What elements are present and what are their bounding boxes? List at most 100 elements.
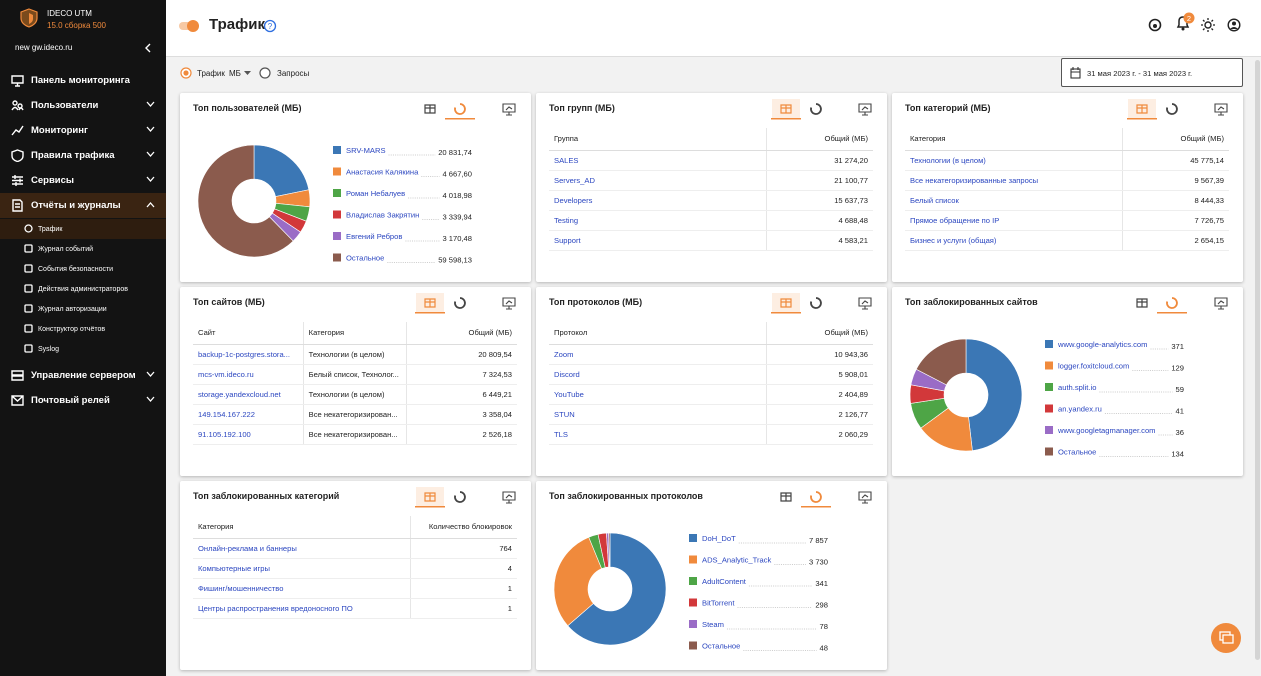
donut-slice[interactable]	[197, 144, 294, 258]
menu-item[interactable]: Пользователи	[0, 93, 166, 118]
legend-label[interactable]: www.googletagmanager.com	[1057, 426, 1156, 435]
table-view-button[interactable]	[424, 104, 436, 114]
row-link[interactable]: TLS	[554, 429, 568, 439]
legend-label[interactable]: Остальное	[702, 642, 740, 651]
present-view-button[interactable]	[1214, 103, 1228, 116]
chart-view-button[interactable]	[1166, 103, 1178, 115]
row-link[interactable]: Support	[554, 235, 581, 245]
submenu-item[interactable]: Конструктор отчётов	[0, 319, 166, 339]
chart-view-button[interactable]	[454, 491, 466, 503]
donut-slice[interactable]	[253, 144, 310, 197]
chat-button[interactable]	[1210, 622, 1242, 654]
row-link[interactable]: Developers	[554, 195, 593, 205]
legend-label[interactable]: www.google-analytics.com	[1057, 340, 1147, 349]
menu-item[interactable]: Сервисы	[0, 168, 166, 193]
row-link[interactable]: Testing	[554, 215, 579, 225]
submenu-item[interactable]: Syslog	[0, 339, 166, 359]
submenu-item[interactable]: Трафик	[0, 219, 166, 239]
chart-view-button[interactable]	[810, 491, 822, 503]
legend-label[interactable]: Роман Небалуев	[346, 189, 405, 198]
row-link[interactable]: 149.154.167.222	[198, 409, 256, 419]
row-link[interactable]: Центры распространения вредоносного ПО	[198, 603, 353, 613]
row-link[interactable]: Онлайн-реклама и баннеры	[198, 543, 297, 553]
present-view-button[interactable]	[502, 297, 516, 310]
legend-label[interactable]: SRV-MARS	[346, 146, 386, 155]
support-icon[interactable]	[1148, 18, 1162, 32]
row-link[interactable]: STUN	[554, 409, 575, 419]
row-link[interactable]: 91.105.192.100	[198, 429, 251, 439]
date-range-picker[interactable]: 31 мая 2023 г. - 31 мая 2023 г.	[1061, 58, 1243, 87]
row-link[interactable]: Zoom	[554, 349, 574, 359]
row-link[interactable]: Белый список	[910, 195, 959, 205]
notifications-button[interactable]: 2	[1174, 11, 1196, 33]
table-view-button[interactable]	[1136, 104, 1148, 114]
present-view-button[interactable]	[1214, 297, 1228, 310]
row-link[interactable]: Компьютерные игры	[198, 563, 270, 573]
legend-label[interactable]: logger.foxitcloud.com	[1058, 362, 1129, 371]
brightness-icon[interactable]	[1201, 18, 1215, 32]
menu-item[interactable]: Почтовый релей	[0, 388, 166, 413]
donut-slice[interactable]	[608, 532, 611, 568]
legend-label[interactable]: Евгений Ребров	[346, 232, 402, 241]
chart-view-button[interactable]	[810, 103, 822, 115]
legend-label[interactable]: BitTorrent	[702, 599, 735, 608]
present-view-button[interactable]	[502, 491, 516, 504]
legend-label[interactable]: Остальное	[346, 254, 384, 263]
row-link[interactable]: Прямое обращение по IP	[910, 215, 1000, 225]
legend-label[interactable]: ADS_Analytic_Track	[702, 556, 772, 565]
present-view-button[interactable]	[502, 103, 516, 116]
donut-slice[interactable]	[567, 532, 667, 646]
present-view-button[interactable]	[858, 297, 872, 310]
menu-item[interactable]: Панель мониторинга	[0, 68, 166, 93]
present-view-button[interactable]	[858, 491, 872, 504]
menu-item[interactable]: Правила трафика	[0, 143, 166, 168]
chart-view-button[interactable]	[810, 297, 822, 309]
row-link[interactable]: Технологии (в целом)	[910, 155, 986, 165]
legend-label[interactable]: Владислав Закрятин	[346, 211, 419, 220]
collapse-button[interactable]	[144, 43, 152, 53]
radio-requests[interactable]	[259, 67, 271, 79]
row-link[interactable]: SALES	[554, 155, 579, 165]
donut-slice[interactable]	[553, 536, 603, 627]
account-icon[interactable]	[1227, 18, 1241, 32]
legend-label[interactable]: Анастасия Калякина	[346, 168, 419, 177]
table-view-button[interactable]	[1136, 298, 1148, 308]
menu-item[interactable]: Мониторинг	[0, 118, 166, 143]
menu-item[interactable]: Управление сервером	[0, 363, 166, 388]
submenu-item[interactable]: Журнал событий	[0, 239, 166, 259]
row-link[interactable]: Бизнес и услуги (общая)	[910, 235, 997, 245]
row-link[interactable]: mcs-vm.ideco.ru	[198, 369, 254, 379]
present-view-button[interactable]	[858, 103, 872, 116]
row-link[interactable]: Discord	[554, 369, 580, 379]
radio-traffic[interactable]	[180, 67, 192, 79]
submenu-item[interactable]: Действия администраторов	[0, 279, 166, 299]
legend-label[interactable]: an.yandex.ru	[1058, 405, 1102, 414]
legend-label[interactable]: AdultContent	[702, 577, 747, 586]
legend-label[interactable]: Остальное	[1058, 448, 1096, 457]
legend-label[interactable]: DoH_DoT	[702, 534, 736, 543]
row-link[interactable]: Servers_AD	[554, 175, 595, 185]
legend-label[interactable]: Steam	[702, 620, 724, 629]
row-link[interactable]: Фишинг/мошенничество	[198, 583, 284, 593]
menu-item[interactable]: Отчёты и журналы	[0, 193, 166, 218]
row-link[interactable]: backup-1c-postgres.stora...	[198, 349, 291, 359]
table-view-button[interactable]	[424, 298, 436, 308]
table-view-button[interactable]	[780, 492, 792, 502]
row-link[interactable]: Все некатегоризированные запросы	[910, 175, 1039, 185]
help-icon[interactable]: ?	[263, 19, 277, 33]
legend-label[interactable]: auth.split.io	[1058, 383, 1096, 392]
table-view-button[interactable]	[780, 298, 792, 308]
chart-view-button[interactable]	[454, 103, 466, 115]
row-link[interactable]: storage.yandexcloud.net	[198, 389, 281, 399]
table-view-button[interactable]	[780, 104, 792, 114]
submenu-item[interactable]: События безопасности	[0, 259, 166, 279]
donut-slice[interactable]	[965, 338, 1023, 451]
chart-view-button[interactable]	[454, 297, 466, 309]
table-view-button[interactable]	[424, 492, 436, 502]
scrollbar[interactable]	[1255, 60, 1260, 660]
submenu-item[interactable]: Журнал авторизации	[0, 299, 166, 319]
donut-slice[interactable]	[915, 338, 967, 386]
chart-view-button[interactable]	[1166, 297, 1178, 309]
row-link[interactable]: YouTube	[554, 389, 584, 399]
theme-toggle[interactable]	[178, 19, 202, 33]
